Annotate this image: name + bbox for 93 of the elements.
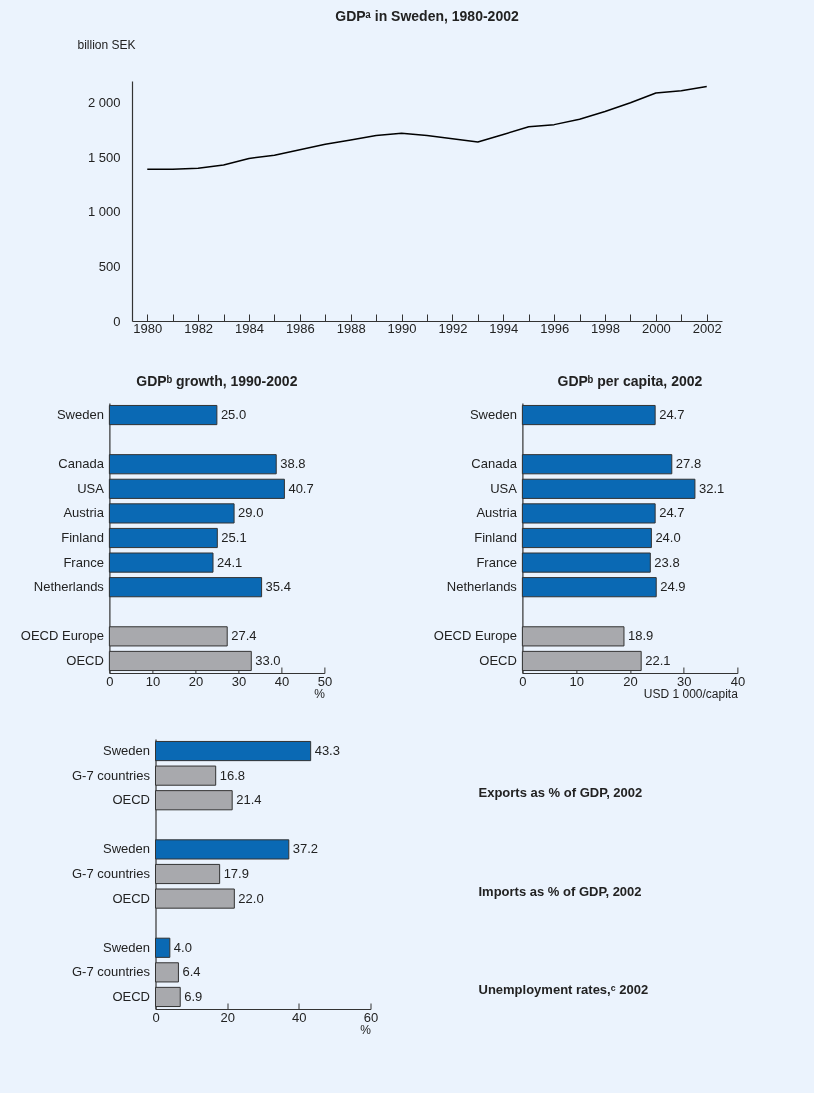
- x-tick-label: 1998: [591, 320, 620, 336]
- x-tick-label: 1986: [285, 320, 315, 336]
- data-label: 35.4: [265, 579, 291, 595]
- x-tick-label: 60: [363, 1009, 379, 1025]
- x-tick-label: 40: [292, 1009, 307, 1025]
- x-axis-title: %: [314, 686, 326, 701]
- y-tick-label: OECD: [112, 988, 150, 1004]
- x-tick-label: 1982: [184, 320, 214, 336]
- chart-title: GDPᵃ in Sweden, 1980-2002: [335, 8, 519, 24]
- y-tick-label: Sweden: [56, 407, 104, 423]
- data-label: 25.1: [221, 530, 247, 545]
- y-tick-label: Austria: [476, 505, 518, 521]
- y-tick-label: Sweden: [103, 743, 150, 759]
- y-tick-label: Finland: [61, 530, 104, 545]
- y-tick-label: 1 000: [87, 204, 121, 220]
- x-axis-title: %: [360, 1022, 372, 1037]
- x-tick-label: 2000: [641, 320, 671, 336]
- data-label: 25.0: [220, 407, 247, 423]
- x-tick-label: 1996: [540, 320, 570, 336]
- y-tick-label: Austria: [63, 505, 105, 521]
- y-tick-label: Sweden: [103, 841, 150, 857]
- x-tick-label: 1994: [489, 320, 519, 336]
- data-label: 24.1: [217, 554, 243, 570]
- data-label: 33.0: [255, 652, 281, 668]
- y-tick-label: Canada: [471, 456, 518, 472]
- data-label: 38.8: [280, 456, 306, 472]
- data-label: 43.3: [314, 743, 340, 759]
- x-tick-label: 1980: [133, 320, 163, 336]
- x-tick-label: 1988: [336, 320, 366, 336]
- x-tick-label: 30: [231, 673, 247, 689]
- y-tick-label: 2 000: [87, 95, 121, 111]
- data-label: 40.7: [288, 480, 314, 496]
- y-tick-label: USA: [490, 480, 518, 496]
- x-tick-label: 20: [220, 1009, 235, 1025]
- y-tick-label: USA: [77, 480, 105, 496]
- data-label: 22.0: [238, 890, 264, 906]
- chart-title: GDPᵇ growth, 1990-2002: [136, 373, 298, 389]
- x-tick-label: 1984: [235, 320, 264, 336]
- x-tick-label: 20: [623, 673, 638, 689]
- line-series: [146, 85, 708, 171]
- data-label: 21.4: [236, 792, 262, 808]
- y-tick-label: G-7 countries: [71, 767, 151, 783]
- data-label: 27.8: [675, 456, 702, 472]
- data-label: 4.0: [173, 939, 192, 955]
- data-label: 6.4: [182, 964, 201, 980]
- data-label: 29.0: [238, 505, 264, 521]
- y-tick-label: Finland: [474, 530, 517, 545]
- y-tick-label: Sweden: [103, 939, 150, 955]
- x-tick-label: 2002: [692, 320, 722, 336]
- x-tick-label: 40: [730, 673, 746, 689]
- x-axis-title: USD 1 000/capita: [643, 686, 739, 701]
- y-tick-label: France: [63, 554, 104, 570]
- y-tick-label: OECD: [479, 652, 517, 668]
- x-tick-label: 10: [145, 673, 161, 689]
- text: Unemployment rates,ᶜ 2002: [478, 981, 649, 997]
- y-tick-label: 500: [98, 258, 121, 274]
- text: Imports as % of GDP, 2002: [478, 883, 642, 899]
- y-tick-label: Canada: [58, 456, 105, 472]
- data-label: 37.2: [292, 841, 319, 857]
- y-tick-label: OECD: [112, 890, 150, 906]
- data-label: 23.8: [654, 554, 680, 570]
- x-tick-label: 30: [676, 673, 692, 689]
- y-tick-label: OECD: [112, 792, 150, 808]
- y-tick-label: OECD Europe: [433, 628, 517, 644]
- y-tick-label: G-7 countries: [71, 964, 151, 980]
- data-label: 6.9: [184, 988, 203, 1004]
- data-label: 22.1: [645, 652, 671, 668]
- data-label: 18.9: [627, 628, 654, 644]
- x-tick-label: 20: [188, 673, 204, 689]
- x-tick-label: 1990: [387, 320, 417, 336]
- y-tick-label: Sweden: [469, 407, 517, 423]
- data-label: 16.8: [219, 767, 246, 783]
- data-label: 32.1: [698, 480, 725, 496]
- chart-title: GDPᵇ per capita, 2002: [557, 373, 703, 389]
- data-label: 27.4: [231, 628, 257, 644]
- x-tick-label: 50: [317, 673, 333, 689]
- data-label: 24.9: [660, 579, 686, 595]
- data-label: 24.7: [659, 505, 685, 521]
- y-tick-label: Netherlands: [33, 579, 105, 595]
- data-label: 24.7: [659, 407, 685, 423]
- y-tick-label: OECD: [66, 652, 104, 668]
- x-tick-label: 10: [569, 673, 584, 689]
- y-tick-label: 1 500: [87, 149, 121, 165]
- y-tick-label: France: [476, 554, 517, 570]
- text: Exports as % of GDP, 2002: [478, 785, 643, 801]
- x-tick-label: 40: [274, 673, 290, 689]
- y-tick-label: Netherlands: [446, 579, 518, 595]
- x-tick-label: 1992: [438, 320, 468, 336]
- y-tick-label: OECD Europe: [20, 628, 104, 644]
- y-tick-label: G-7 countries: [71, 866, 151, 881]
- data-label: 17.9: [223, 866, 249, 881]
- y-axis-title: billion SEK: [77, 37, 136, 52]
- data-label: 24.0: [655, 530, 681, 545]
